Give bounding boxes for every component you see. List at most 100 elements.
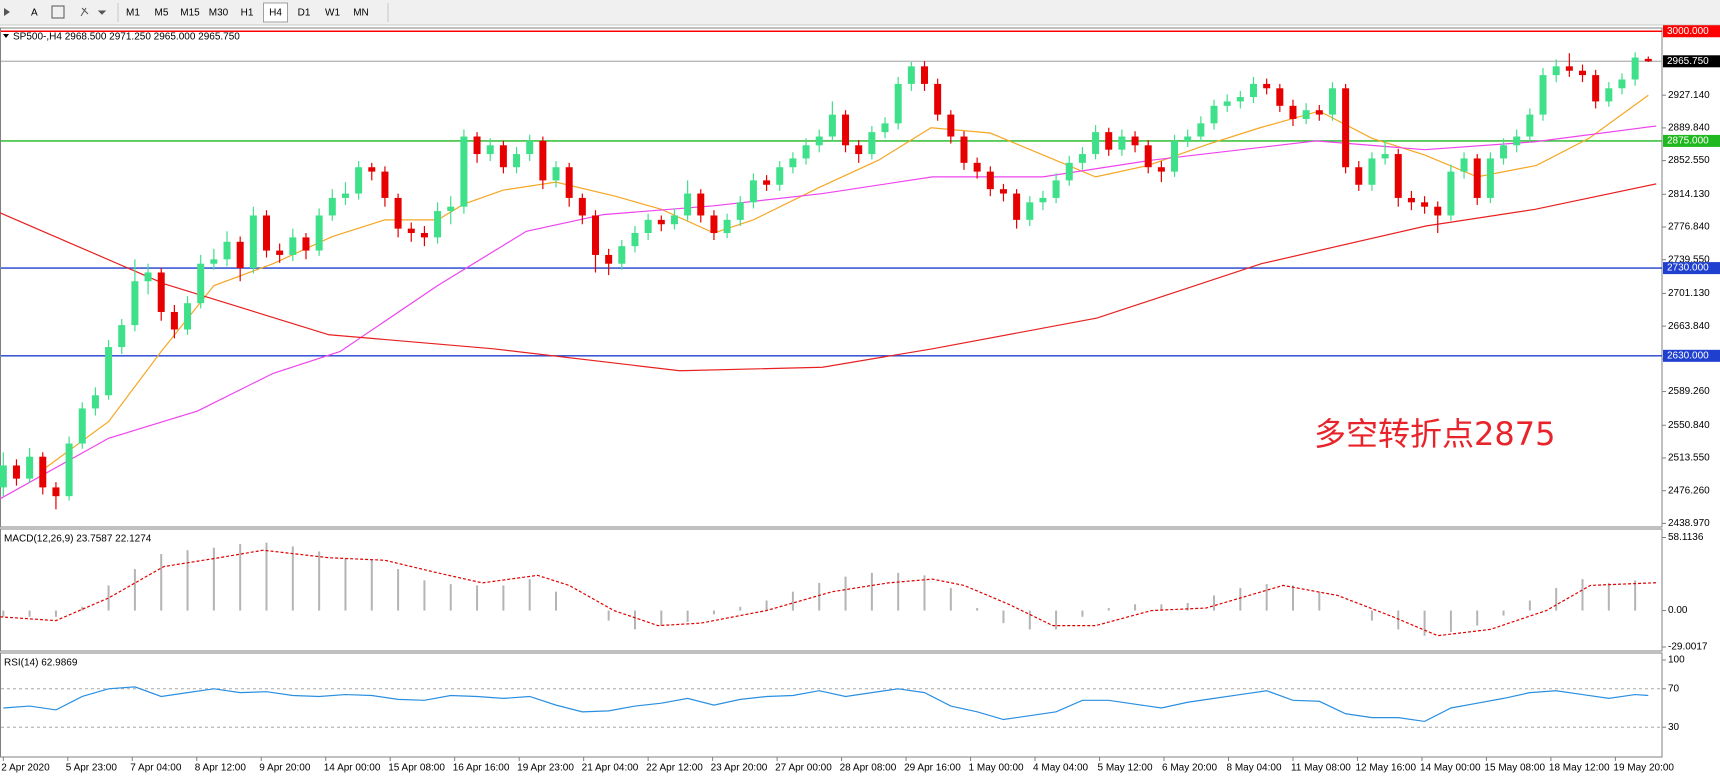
macd-bar <box>1634 580 1637 611</box>
candle-body <box>1644 58 1652 62</box>
candle-body <box>1092 132 1100 155</box>
price-level-label: 2630.000 <box>1667 350 1709 361</box>
candle-body <box>960 136 968 163</box>
macd-bar <box>923 575 926 611</box>
timeframe-button[interactable]: M15 <box>180 8 200 19</box>
macd-bar <box>633 610 636 630</box>
macd-bar <box>712 610 715 615</box>
macd-bar <box>1449 610 1452 632</box>
candle-body <box>105 347 113 396</box>
candle-body <box>249 215 257 269</box>
macd-bar <box>1265 584 1268 611</box>
macd-bar <box>660 610 663 626</box>
timeframe-button[interactable]: MN <box>353 8 369 19</box>
x-tick-label: 6 May 20:00 <box>1162 763 1217 774</box>
macd-bar <box>449 584 452 611</box>
candle-body <box>907 66 915 84</box>
candle-body <box>1184 136 1192 141</box>
candle-body <box>1434 206 1442 216</box>
macd-bar <box>818 582 821 611</box>
candle-body <box>1539 75 1547 115</box>
timeframe-button[interactable]: D1 <box>298 8 311 19</box>
candle-body <box>881 123 889 133</box>
macd-panel-frame <box>0 528 1663 652</box>
macd-bar <box>1160 604 1163 611</box>
toolbar-icon <box>4 8 10 16</box>
y-tick-label: 2513.550 <box>1668 453 1710 464</box>
macd-bar <box>423 580 426 611</box>
y-tick-label: 2927.140 <box>1668 90 1710 101</box>
x-tick-label: 19 Apr 23:00 <box>517 763 574 774</box>
candle-body <box>1302 110 1310 119</box>
timeframe-button[interactable]: M1 <box>126 8 140 19</box>
candle-body <box>499 145 507 168</box>
x-tick-label: 15 Apr 08:00 <box>388 763 445 774</box>
candle-body <box>302 237 310 251</box>
price-level-label: 2875.000 <box>1667 136 1709 147</box>
macd-bar <box>1107 608 1110 611</box>
candle-body <box>1605 88 1613 102</box>
macd-bar <box>976 608 979 611</box>
timeframe-button[interactable]: H1 <box>241 8 254 19</box>
candle-body <box>118 325 126 348</box>
candle-body <box>65 443 73 497</box>
candle-body <box>223 241 231 260</box>
y-tick-label: 58.1136 <box>1668 532 1704 543</box>
font-button[interactable]: A <box>31 8 38 19</box>
candle-body <box>1618 79 1626 89</box>
candle-body <box>776 167 784 185</box>
x-tick-label: 15 May 08:00 <box>1484 763 1545 774</box>
timeframe-button[interactable]: H4 <box>269 8 282 19</box>
y-tick-label: -29.0017 <box>1668 642 1708 653</box>
moving-average <box>0 125 1657 500</box>
macd-bar <box>1370 610 1373 621</box>
candle-body <box>947 114 955 137</box>
candle-body <box>1289 105 1297 119</box>
macd-bar <box>1502 610 1505 616</box>
timeframe-button[interactable]: M5 <box>155 8 169 19</box>
price-level-box <box>1663 349 1720 362</box>
x-tick-label: 8 Apr 12:00 <box>195 763 247 774</box>
timeframe-button[interactable]: M30 <box>209 8 229 19</box>
candle-body <box>749 180 757 203</box>
candle-body <box>736 202 744 220</box>
macd-bar <box>476 585 479 611</box>
timeframe-button[interactable]: W1 <box>325 8 340 19</box>
candle-body <box>578 197 586 216</box>
x-tick-label: 18 May 12:00 <box>1549 763 1610 774</box>
macd-bar <box>265 542 268 611</box>
candle-body <box>1407 197 1415 203</box>
candle-body <box>447 206 455 212</box>
candle-body <box>513 154 521 168</box>
price-level-box <box>1663 55 1720 68</box>
macd-bar <box>1555 587 1558 611</box>
rsi-line <box>3 686 1649 723</box>
macd-bar <box>1081 610 1084 617</box>
y-tick-label: 30 <box>1668 722 1680 733</box>
candle-body <box>986 171 994 190</box>
candle-body <box>78 408 86 444</box>
macd-bar <box>897 572 900 611</box>
macd-bar <box>133 569 136 611</box>
candle-body <box>1631 57 1639 80</box>
text-icon[interactable] <box>51 5 65 19</box>
candle-body <box>1236 97 1244 102</box>
macd-bar <box>528 579 531 611</box>
candle-body <box>592 215 599 255</box>
x-tick-label: 21 Apr 04:00 <box>582 763 639 774</box>
x-tick-label: 2 Apr 2020 <box>1 763 50 774</box>
rsi-panel-frame <box>0 652 1663 758</box>
candle-body <box>368 167 376 172</box>
macd-bar <box>870 572 873 611</box>
candle-body <box>1500 145 1508 159</box>
macd-bar <box>1134 604 1137 611</box>
candle-body <box>1250 83 1257 98</box>
x-tick-label: 16 Apr 16:00 <box>453 763 510 774</box>
x-tick-label: 7 Apr 04:00 <box>130 763 182 774</box>
macd-bar <box>1423 610 1426 636</box>
candle-body <box>670 215 678 225</box>
candle-body <box>934 83 942 115</box>
candle-body <box>1447 171 1455 216</box>
shapes-icon[interactable] <box>80 7 107 17</box>
candle-body <box>263 215 270 251</box>
